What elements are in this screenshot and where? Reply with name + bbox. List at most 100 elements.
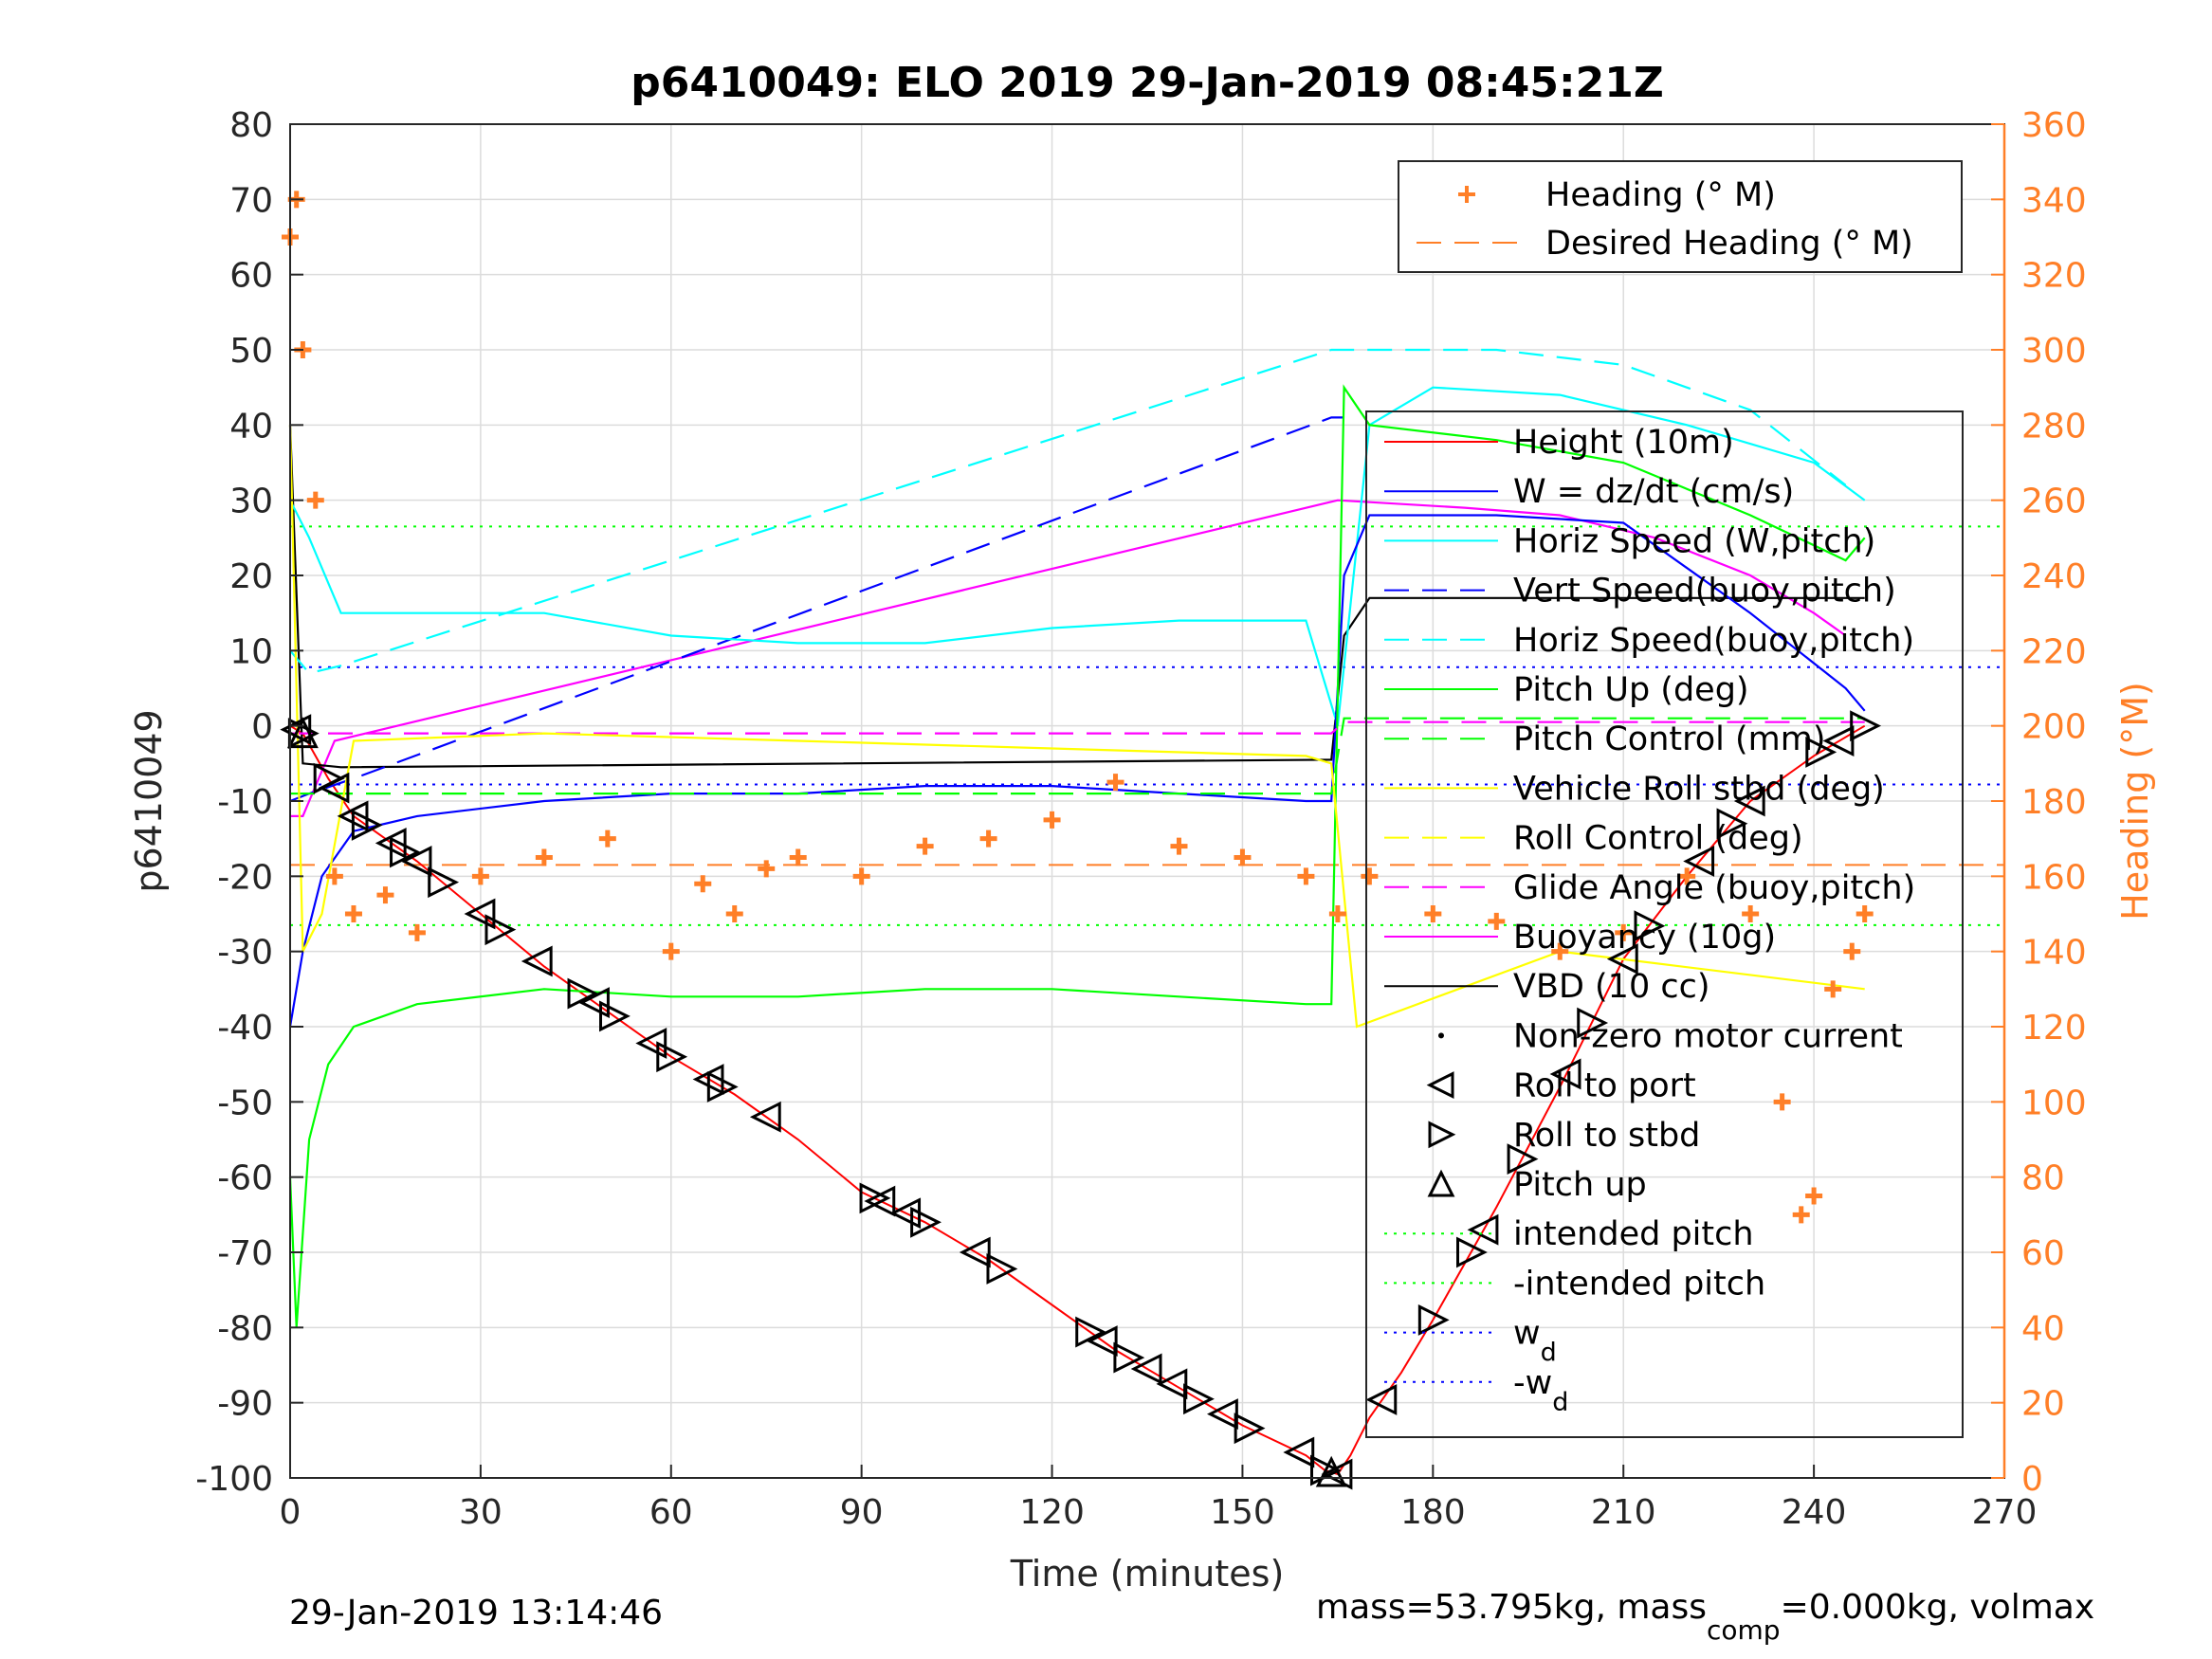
heading-point — [662, 942, 680, 960]
heading-point — [471, 867, 489, 885]
tick-label-y-left: 80 — [229, 106, 273, 145]
legend-main-entry: VBD (10 cc) — [1384, 968, 1710, 1006]
tick-label-y-right: 360 — [2021, 106, 2087, 145]
marker-roll-stbd — [1577, 1007, 1609, 1039]
legend-main-entry: W = dz/dt (cm/s) — [1384, 473, 1794, 511]
tick-label-y-right: 180 — [2021, 783, 2087, 822]
series-heading-m — [282, 191, 1874, 1224]
tick-label-y-left: -60 — [217, 1159, 273, 1198]
heading-point — [1678, 867, 1696, 885]
legend-swatch — [1428, 1121, 1456, 1149]
legend-main-entry: Roll to port — [1426, 1067, 1696, 1105]
legend-swatch — [1458, 186, 1475, 203]
tick-label-y-right: 300 — [2021, 332, 2087, 371]
legend-main-label: Roll to port — [1513, 1067, 1696, 1105]
heading-point — [535, 848, 553, 866]
heading-point — [1792, 1206, 1810, 1224]
tick-label-x: 210 — [1591, 1493, 1656, 1532]
heading-point — [1043, 811, 1061, 829]
marker-roll-stbd — [1507, 1143, 1539, 1176]
legend-main-entry: Pitch Control (mm) — [1384, 720, 1825, 758]
legend-main-label: -intended pitch — [1513, 1265, 1765, 1303]
tick-label-x: 180 — [1400, 1493, 1466, 1532]
series-pitch-up-deg — [288, 384, 1866, 1328]
marker-roll-port — [1207, 1398, 1238, 1430]
tick-label-y-left: 50 — [229, 332, 273, 371]
marker-roll-stbd — [1234, 1413, 1266, 1445]
heading-point — [1361, 867, 1379, 885]
heading-point — [758, 860, 776, 878]
tick-label-y-left: -100 — [195, 1460, 273, 1499]
tick-label-y-right: 280 — [2021, 407, 2087, 446]
tick-label-y-right: 200 — [2021, 708, 2087, 747]
tick-label-y-left: 70 — [229, 181, 273, 220]
marker-roll-stbd — [706, 1071, 739, 1103]
heading-point — [598, 830, 616, 848]
heading-point — [1856, 905, 1874, 922]
marker-roll-port — [1365, 1384, 1398, 1415]
legend-main: Height (10m) W = dz/dt (cm/s) Horiz Speed … — [1365, 410, 1964, 1438]
legend-main-label: Buoyancy (10g) — [1513, 919, 1776, 957]
legend-heading-label: Desired Heading (° M) — [1545, 225, 1913, 263]
marker-roll-port — [959, 1236, 991, 1268]
tick-label-y-left: -80 — [217, 1309, 273, 1348]
series-vbd-10-cc — [288, 425, 1865, 769]
marker-roll-port — [635, 1028, 667, 1059]
marker-roll-stbd — [1075, 1316, 1107, 1348]
legend-heading: Heading (° M) Desired Heading (° M) — [1398, 160, 1963, 273]
heading-point — [408, 923, 426, 941]
marker-roll-stbd — [1113, 1341, 1145, 1374]
marker-roll-port — [464, 898, 496, 930]
tick-label-y-left: -90 — [217, 1385, 273, 1424]
tick-label-y-right: 80 — [2021, 1159, 2065, 1198]
legend-main-label: Glide Angle (buoy,pitch) — [1513, 869, 1915, 907]
legend-main-entry: Height (10m) — [1384, 424, 1734, 462]
tick-label-y-right: 220 — [2021, 632, 2087, 671]
legend-main-label: Roll to stbd — [1513, 1117, 1700, 1155]
marker-roll-stbd — [1634, 910, 1666, 942]
tick-label-y-left: -40 — [217, 1009, 273, 1048]
marker-roll-port — [1733, 785, 1765, 817]
marker-roll-port — [749, 1101, 781, 1133]
heading-point — [725, 905, 743, 922]
marker-roll-stbd — [313, 762, 345, 794]
legend-main-label: W = dz/dt (cm/s) — [1513, 473, 1794, 511]
legend-main-box — [1365, 410, 1964, 1438]
series-horiz-speed-buoy-pitch — [289, 348, 1847, 675]
tick-label-y-left: -10 — [217, 783, 273, 822]
legend-main-entry: Horiz Speed (W,pitch) — [1384, 522, 1875, 560]
tick-label-y-left: 10 — [229, 632, 273, 671]
tick-label-y-left: -70 — [217, 1234, 273, 1273]
marker-roll-port — [1086, 1325, 1118, 1358]
tick-label-y-left: -20 — [217, 858, 273, 897]
tick-label-y-right: 160 — [2021, 858, 2087, 897]
legend-main-label: Horiz Speed (W,pitch) — [1513, 522, 1875, 560]
tick-label-x: 240 — [1782, 1493, 1847, 1532]
tick-label-y-right: 320 — [2021, 257, 2087, 296]
heading-point — [1106, 774, 1124, 792]
marker-roll-port — [1283, 1436, 1315, 1468]
series-vehicle-roll-stbd-deg — [288, 425, 1865, 1029]
marker-roll-port — [521, 945, 553, 977]
tick-label-x: 120 — [1019, 1493, 1085, 1532]
footer-mass: mass=53.795kg, masscomp=0.000kg, volmax — [1316, 1588, 2094, 1646]
tick-label-y-left: -50 — [217, 1084, 273, 1122]
marker-roll-stbd — [1417, 1304, 1450, 1336]
heading-point — [1170, 837, 1188, 855]
legend-swatch — [1426, 1071, 1454, 1100]
marker-roll-stbd — [1716, 808, 1748, 840]
series-buoyancy-10g — [290, 499, 1847, 818]
tick-label-y-right: 0 — [2021, 1460, 2043, 1499]
marker-roll-port — [1822, 725, 1855, 757]
marker-roll-stbd — [484, 914, 517, 946]
tick-label-y-left: 0 — [251, 708, 273, 747]
series-pitch-control-mm — [290, 717, 1865, 795]
marker-roll-stbd — [986, 1253, 1018, 1285]
legend-main-label: VBD (10 cc) — [1513, 968, 1710, 1006]
tick-label-y-left: -30 — [217, 934, 273, 973]
legend-main-label: Pitch Up (deg) — [1513, 671, 1749, 709]
marker-roll-stbd — [351, 809, 383, 841]
marker-pitch-up — [1315, 1455, 1347, 1487]
x-axis-label: Time (minutes) — [1010, 1553, 1285, 1595]
